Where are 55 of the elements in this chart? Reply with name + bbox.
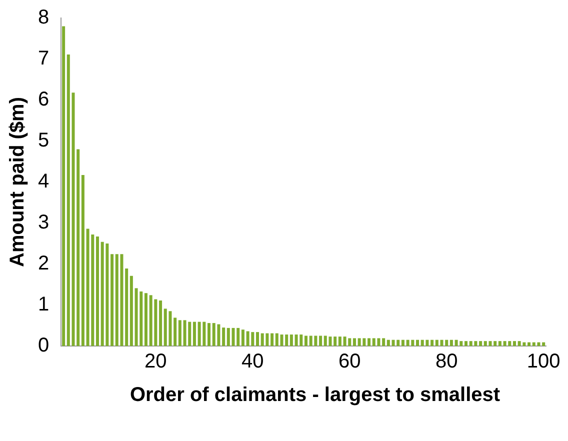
- bar: [479, 341, 482, 346]
- x-tick-label: 20: [144, 350, 167, 373]
- bar: [159, 300, 162, 346]
- bar: [125, 268, 128, 346]
- bar: [542, 342, 546, 346]
- bar: [178, 320, 182, 346]
- x-tick-label: 100: [526, 350, 560, 373]
- bar: [130, 276, 133, 346]
- bar: [368, 338, 371, 346]
- y-tick-label: 5: [38, 130, 50, 152]
- bar: [81, 175, 84, 346]
- bar: [464, 341, 468, 346]
- x-tick-label: 80: [435, 350, 458, 373]
- bar: [256, 332, 259, 346]
- bar: [338, 336, 342, 346]
- bar: [144, 293, 148, 346]
- y-tick-label: 8: [38, 6, 50, 29]
- x-axis-title: Order of claimants - largest to smallest: [128, 383, 502, 408]
- y-tick-label: 4: [38, 170, 50, 193]
- bar: [304, 336, 308, 346]
- bar: [450, 340, 453, 346]
- x-tick-label: 60: [338, 350, 361, 373]
- bar: [528, 342, 531, 346]
- bar: [222, 328, 226, 346]
- bar: [290, 334, 293, 346]
- bar: [285, 334, 288, 346]
- y-tick-label: 1: [38, 294, 50, 316]
- bar: [208, 323, 211, 346]
- bar: [96, 236, 99, 346]
- bar: [192, 322, 196, 346]
- bar: [416, 340, 420, 346]
- bar: [494, 341, 497, 346]
- bar: [174, 318, 177, 346]
- bar: [334, 336, 337, 346]
- bar: [241, 330, 244, 346]
- bar: [110, 254, 114, 346]
- bar: [76, 149, 80, 346]
- x-tick-label: 40: [242, 350, 264, 373]
- y-tick-label: 0: [38, 334, 50, 357]
- y-tick-label: 6: [38, 88, 50, 111]
- bar: [430, 340, 434, 346]
- bar: [401, 340, 404, 346]
- y-tick-label: 3: [38, 212, 50, 234]
- bar: [512, 341, 516, 346]
- bar: [226, 328, 230, 346]
- bar: [352, 338, 356, 346]
- bar: [386, 340, 390, 346]
- bar: [382, 338, 386, 346]
- bar: [270, 333, 274, 346]
- bar: [62, 26, 66, 346]
- y-tick-label: 7: [38, 48, 50, 70]
- bar: [319, 336, 322, 346]
- y-axis-title: Amount paid ($m): [6, 97, 29, 267]
- bar: [498, 341, 502, 346]
- y-tick-label: 2: [38, 252, 50, 275]
